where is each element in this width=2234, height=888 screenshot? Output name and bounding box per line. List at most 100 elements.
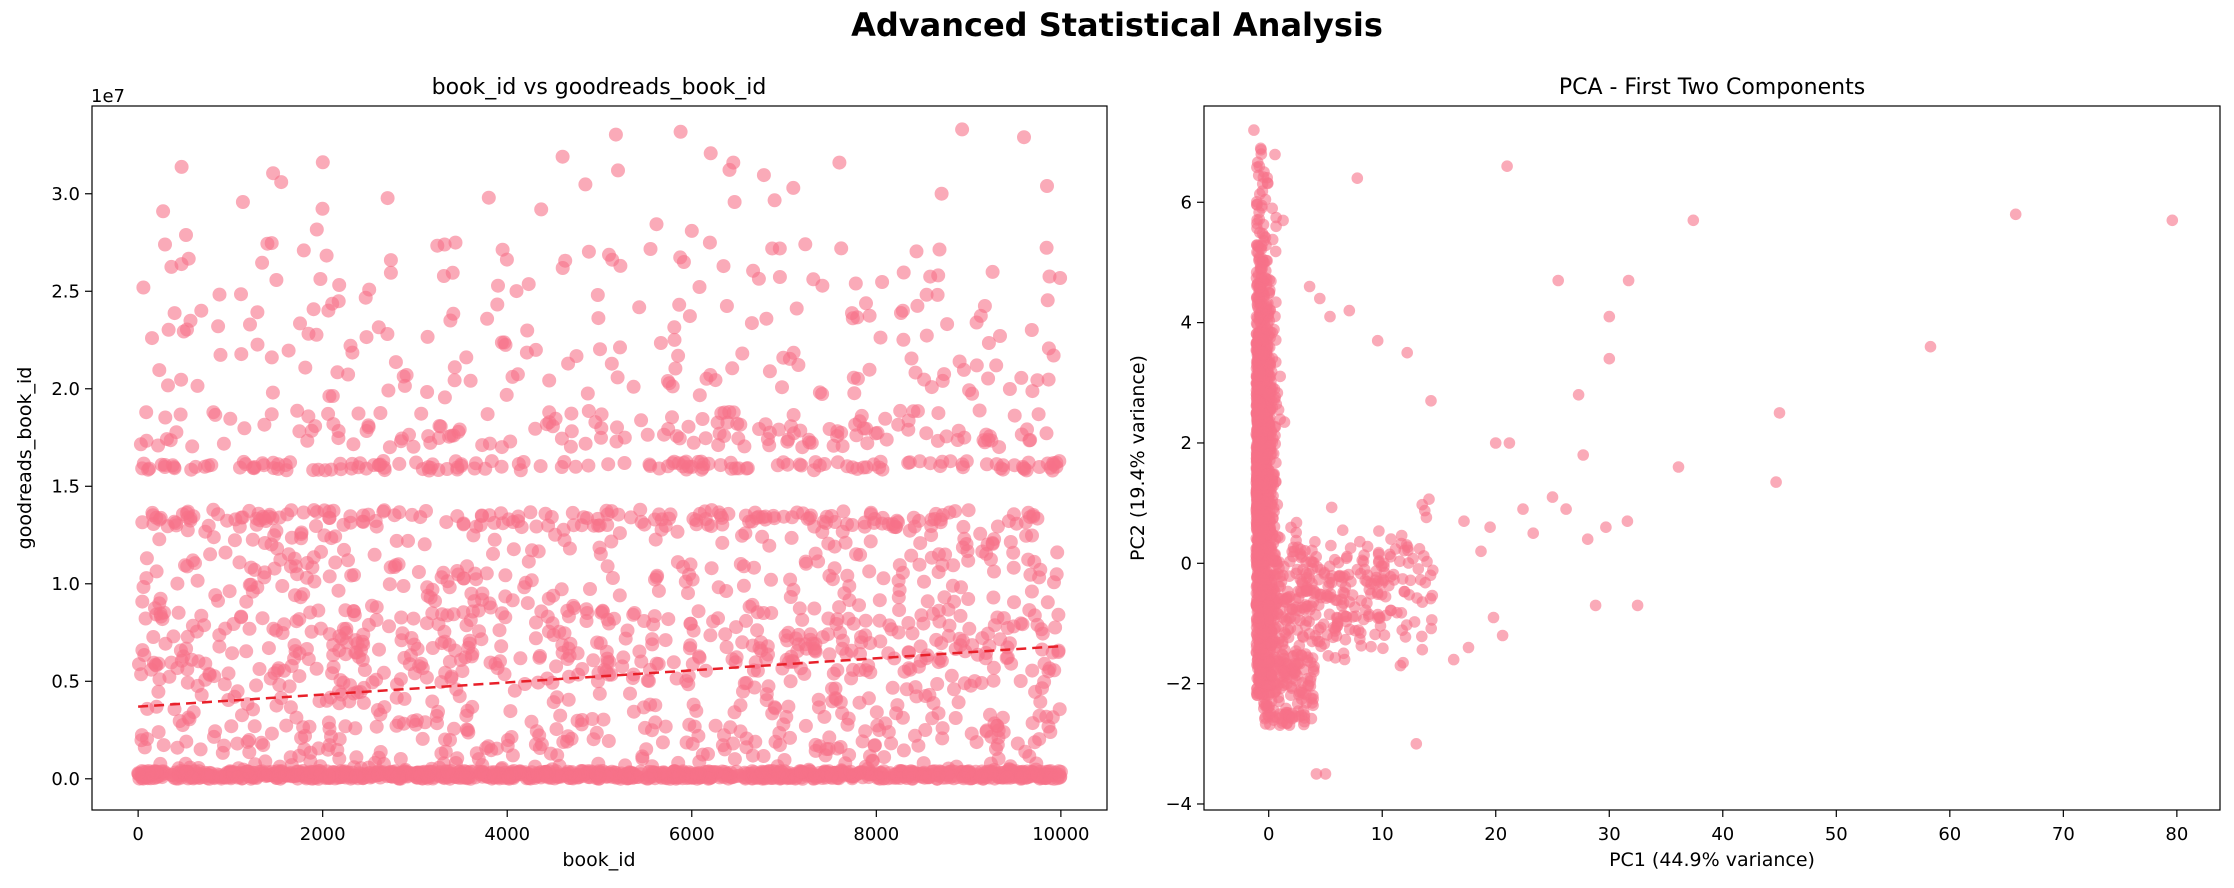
data-point (1300, 614, 1313, 627)
data-point (499, 387, 514, 402)
data-point (415, 661, 430, 676)
data-point (1265, 639, 1277, 651)
data-point (965, 386, 980, 401)
data-point (1603, 352, 1616, 365)
data-point (528, 342, 543, 357)
data-point (821, 627, 836, 642)
data-point (881, 725, 896, 740)
data-point (554, 582, 569, 597)
data-point (208, 588, 223, 603)
data-point (764, 572, 778, 587)
data-point (163, 433, 178, 448)
data-point (617, 456, 632, 470)
data-point (1396, 624, 1408, 636)
data-point (596, 712, 611, 727)
data-point (867, 738, 882, 753)
data-point (549, 722, 564, 737)
data-point (1025, 384, 1040, 399)
data-point (781, 699, 796, 714)
data-point (835, 524, 850, 539)
data-point (798, 554, 813, 569)
data-point (420, 329, 435, 344)
data-point (806, 272, 821, 287)
data-point (562, 770, 577, 785)
data-point (623, 686, 637, 701)
data-point (946, 558, 961, 573)
data-point (1389, 543, 1402, 555)
data-point (969, 358, 984, 373)
data-point (1048, 620, 1063, 635)
data-point (1254, 590, 1267, 602)
data-point (1006, 560, 1021, 575)
data-point (579, 614, 594, 628)
data-point (1037, 674, 1052, 689)
data-point (1401, 346, 1413, 359)
data-point (685, 736, 700, 751)
data-point (511, 509, 526, 524)
data-point (367, 547, 382, 562)
data-point (383, 253, 398, 268)
data-point (961, 592, 976, 606)
data-point (303, 745, 318, 760)
data-point (239, 594, 254, 609)
data-point (827, 561, 842, 576)
data-point (955, 122, 970, 137)
data-point (1050, 545, 1065, 560)
data-point (1394, 659, 1407, 672)
data-point (912, 557, 927, 572)
data-point (1276, 638, 1289, 651)
data-point (817, 457, 832, 471)
data-point (727, 752, 742, 767)
data-point (1319, 768, 1332, 780)
data-point (471, 752, 486, 767)
data-point (1462, 641, 1475, 654)
data-point (857, 519, 872, 534)
right-points-layer (1248, 124, 2179, 780)
data-point (859, 296, 873, 311)
data-point (1503, 437, 1516, 449)
data-point (682, 309, 697, 324)
data-point (786, 180, 801, 195)
data-point (497, 667, 512, 682)
data-point (321, 406, 336, 421)
data-point (1552, 274, 1564, 287)
data-point (812, 385, 827, 400)
data-point (1329, 553, 1341, 566)
data-point (1396, 573, 1409, 585)
data-point (792, 457, 807, 472)
data-point (234, 347, 249, 362)
data-point (744, 316, 759, 331)
data-point (904, 351, 919, 366)
data-point (736, 578, 751, 593)
data-point (420, 769, 435, 784)
data-point (1023, 433, 1038, 447)
data-point (131, 766, 146, 781)
data-point (338, 647, 353, 662)
data-point (242, 621, 257, 636)
data-point (524, 714, 539, 729)
data-point (1258, 573, 1270, 586)
data-point (852, 663, 867, 677)
data-point (503, 434, 518, 449)
data-point (330, 365, 345, 380)
data-point (694, 454, 709, 469)
data-point (832, 155, 847, 170)
data-point (410, 641, 425, 656)
data-point (319, 248, 334, 263)
data-point (731, 431, 746, 446)
data-point (882, 766, 897, 781)
data-point (1294, 548, 1307, 560)
data-point (369, 600, 384, 615)
data-point (331, 583, 346, 598)
data-point (235, 195, 250, 209)
data-point (494, 639, 509, 654)
data-point (356, 627, 371, 642)
data-point (730, 416, 745, 431)
data-point (1033, 694, 1048, 709)
left-y-tick-label: 2.0 (51, 379, 80, 400)
data-point (448, 235, 463, 250)
data-point (905, 626, 920, 641)
data-point (474, 632, 489, 647)
data-point (399, 368, 414, 382)
data-point (1394, 555, 1406, 568)
